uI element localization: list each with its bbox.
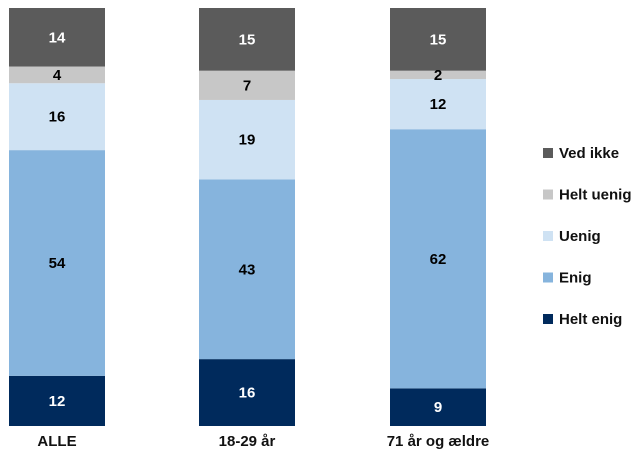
data-label-uenig-18-29-år: 19 <box>239 132 256 149</box>
legend-label-ved-ikke: Ved ikke <box>559 145 619 162</box>
data-label-helt-uenig-18-29-år: 7 <box>243 77 251 94</box>
data-label-enig-18-29-år: 43 <box>239 261 256 278</box>
data-label-ved-ikke-71-år-og-ældre: 15 <box>430 31 447 48</box>
bar-segment-ved-ikke-18-29-år <box>199 8 295 71</box>
bar-segment-enig-alle <box>9 150 105 376</box>
bar-segment-helt-enig-18-29-år <box>199 359 295 426</box>
bar-segment-enig-71-år-og-ældre <box>390 129 486 389</box>
bar-segment-uenig-18-29-år <box>199 99 295 180</box>
bar-segment-uenig-alle <box>9 83 105 151</box>
category-label-alle: ALLE <box>37 433 76 450</box>
data-label-enig-71-år-og-ældre: 62 <box>430 251 447 268</box>
data-label-helt-enig-alle: 12 <box>49 393 66 410</box>
data-label-uenig-alle: 16 <box>49 109 66 126</box>
legend-label-uenig: Uenig <box>559 228 601 245</box>
legend-swatch-uenig <box>543 231 553 241</box>
bar-segment-helt-uenig-18-29-år <box>199 70 295 100</box>
category-labels-layer: ALLE 18-29 år 71 år og ældre <box>37 433 489 450</box>
bar-segment-helt-enig-alle <box>9 375 105 426</box>
legend-swatch-helt-enig <box>543 314 553 324</box>
segment-labels-layer: 12 54 16 4 14 16 43 19 7 15 9 62 12 2 15 <box>49 29 447 416</box>
data-label-enig-alle: 54 <box>49 255 66 272</box>
bars-layer <box>9 8 486 426</box>
data-label-helt-uenig-alle: 4 <box>53 67 62 84</box>
data-label-helt-enig-18-29-år: 16 <box>239 385 256 402</box>
bar-segment-helt-uenig-71-år-og-ældre <box>390 70 486 80</box>
category-label-71-år-og-ældre: 71 år og ældre <box>387 433 490 450</box>
data-label-uenig-71-år-og-ældre: 12 <box>430 96 447 113</box>
data-label-ved-ikke-alle: 14 <box>49 29 66 46</box>
bar-segment-helt-uenig-alle <box>9 66 105 84</box>
data-label-helt-uenig-71-år-og-ældre: 2 <box>434 67 442 84</box>
legend-swatch-helt-uenig <box>543 189 553 200</box>
bar-segment-helt-enig-71-år-og-ældre <box>390 388 486 426</box>
legend-swatch-ved-ikke <box>543 148 553 158</box>
bar-segment-enig-18-29-år <box>199 179 295 360</box>
bar-segment-ved-ikke-71-år-og-ældre <box>390 8 486 71</box>
data-label-helt-enig-71-år-og-ældre: 9 <box>434 399 442 416</box>
legend-swatch-enig <box>543 272 553 283</box>
legend-label-helt-enig: Helt enig <box>559 311 622 328</box>
legend-label-helt-uenig: Helt uenig <box>559 187 632 204</box>
bar-segment-ved-ikke-alle <box>9 8 105 67</box>
data-label-ved-ikke-18-29-år: 15 <box>239 31 256 48</box>
bar-segment-uenig-71-år-og-ældre <box>390 79 486 130</box>
legend: Ved ikke Helt uenig Uenig Enig Helt enig <box>543 145 632 328</box>
category-label-18-29-år: 18-29 år <box>219 433 276 450</box>
legend-label-enig: Enig <box>559 270 592 287</box>
